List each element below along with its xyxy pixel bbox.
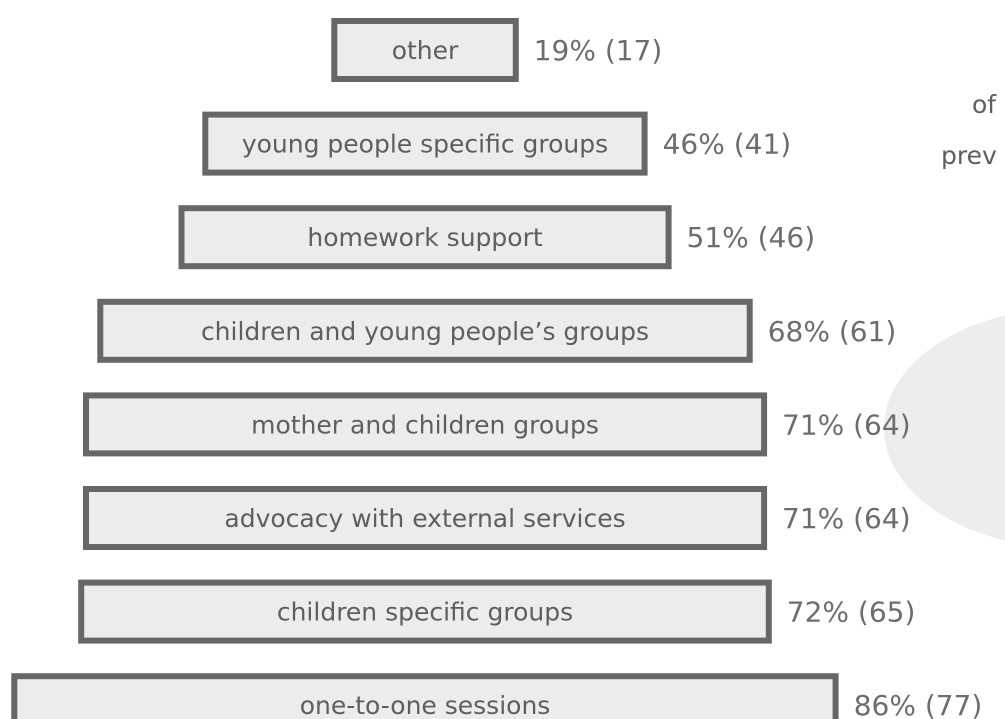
value-label-other: 19% (17) (534, 34, 663, 67)
bar-label-other: other (392, 36, 459, 65)
bars-group: other 19% (17) young people specific group… (11, 18, 983, 719)
bar-young-people-specific-groups (202, 111, 648, 176)
side-text-line-2: prev (941, 141, 997, 170)
bar-label-children-and-young-people-s-groups: children and young people’s groups (201, 317, 649, 346)
bar-label-advocacy-with-external-services: advocacy with external services (224, 504, 625, 533)
bar-advocacy-with-external-services (83, 486, 768, 550)
background-bubble (884, 315, 1005, 541)
bar-label-young-people-specific-groups: young people specific groups (242, 130, 608, 159)
bar-label-homework-support: homework support (307, 223, 543, 252)
bar-children-and-young-people-s-groups (97, 298, 753, 363)
bar-children-specific-groups (78, 579, 772, 644)
value-label-young-people-specific-groups: 46% (41) (663, 128, 792, 161)
value-label-homework-support: 51% (46) (687, 221, 816, 254)
bar-other (331, 18, 519, 82)
value-label-children-and-young-people-s-groups: 68% (61) (768, 315, 897, 348)
value-label-mother-and-children-groups: 71% (64) (782, 408, 911, 441)
bar-label-children-specific-groups: children specific groups (277, 598, 573, 627)
bar-one-to-one-sessions (11, 673, 839, 719)
value-label-advocacy-with-external-services: 71% (64) (782, 502, 911, 535)
value-label-one-to-one-sessions: 86% (77) (854, 689, 983, 719)
bar-mother-and-children-groups (83, 392, 768, 457)
side-text-line-1: of (972, 90, 997, 119)
bar-homework-support (178, 205, 672, 270)
value-label-children-specific-groups: 72% (65) (787, 596, 916, 629)
bar-label-mother-and-children-groups: mother and children groups (251, 410, 599, 439)
bar-label-one-to-one-sessions: one-to-one sessions (300, 691, 551, 719)
